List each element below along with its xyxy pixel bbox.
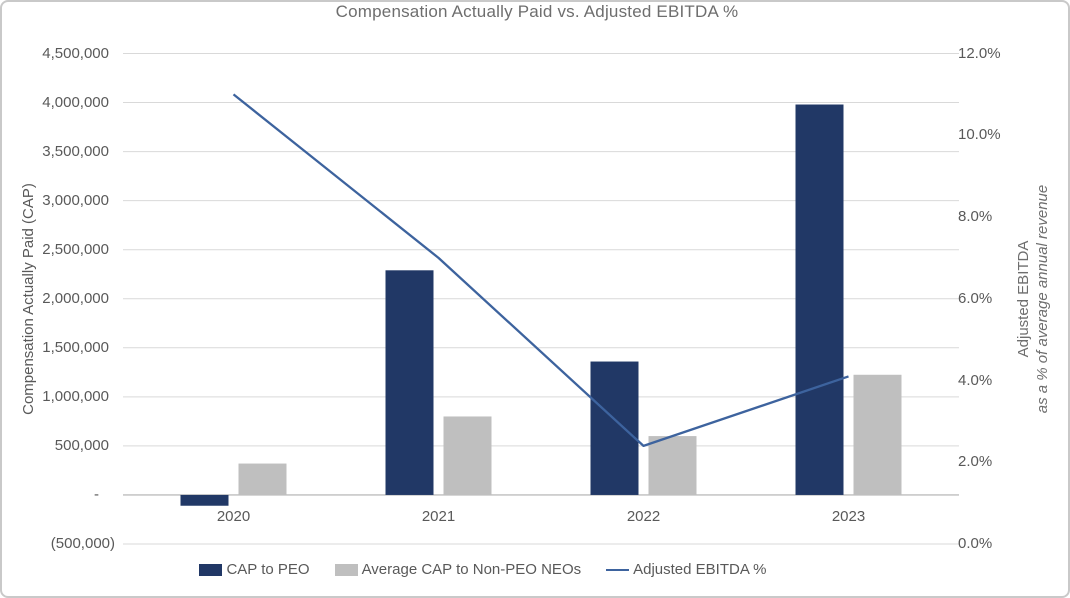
bar-cap-to-peo-2021 bbox=[385, 270, 434, 495]
bar-cap-to-peo-2023 bbox=[795, 104, 844, 495]
x-axis-label-2020: 2020 bbox=[216, 507, 251, 525]
bar-cap-to-peo-2022 bbox=[590, 361, 639, 495]
legend-label-average-cap-to-non-peo-neos: Average CAP to Non-PEO NEOs bbox=[361, 561, 582, 578]
right-axis-title-line1: Adjusted EBITDA bbox=[1015, 240, 1032, 358]
line-adjusted-ebitda- bbox=[232, 93, 849, 448]
right-tick-label: 10.0% bbox=[958, 126, 1001, 144]
legend: CAP to PEO Average CAP to Non-PEO NEOs Adj… bbox=[2, 561, 964, 578]
legend-label-cap-to-peo: CAP to PEO bbox=[226, 561, 310, 578]
chart-title: Compensation Actually Paid vs. Adjusted … bbox=[335, 2, 739, 21]
legend-color-swatch-average-cap-to-non-peo-neos bbox=[334, 563, 358, 576]
right-tick-label: 8.0% bbox=[958, 208, 993, 225]
left-tick-label: 2,500,000 bbox=[42, 240, 109, 258]
legend-item-adjusted-ebitda-: Adjusted EBITDA % bbox=[606, 561, 767, 578]
bar-cap-to-peo-2020 bbox=[180, 494, 229, 506]
left-tick-label: 500,000 bbox=[54, 436, 109, 454]
x-axis-label-2022: 2022 bbox=[626, 507, 661, 525]
bar-average-cap-to-non-peo-neos-2020 bbox=[238, 463, 287, 495]
right-axis-title-line2: as a % of average annual revenue bbox=[1034, 184, 1051, 414]
left-tick-label: 2,000,000 bbox=[42, 289, 109, 307]
bar-average-cap-to-non-peo-neos-2022 bbox=[648, 436, 697, 495]
x-axis-label-2021: 2021 bbox=[421, 507, 456, 525]
legend-color-swatch-cap-to-peo bbox=[199, 563, 223, 576]
right-tick-label: 0.0% bbox=[958, 535, 993, 552]
right-tick-label: 6.0% bbox=[958, 289, 993, 307]
left-tick-label: 1,500,000 bbox=[42, 338, 109, 356]
legend-item-cap-to-peo: CAP to PEO bbox=[199, 561, 310, 578]
legend-item-average-cap-to-non-peo-neos: Average CAP to Non-PEO NEOs bbox=[334, 561, 582, 578]
right-axis-title: Adjusted EBITDA as a % of average annual… bbox=[1014, 54, 1054, 544]
right-tick-label: 4.0% bbox=[958, 371, 993, 389]
legend-label-adjusted-ebitda-: Adjusted EBITDA % bbox=[633, 561, 767, 578]
right-tick-label: 2.0% bbox=[958, 453, 993, 471]
bar-average-cap-to-non-peo-neos-2021 bbox=[443, 416, 492, 495]
left-tick-label: 4,500,000 bbox=[42, 44, 109, 62]
left-tick-label: 4,000,000 bbox=[42, 93, 109, 111]
left-tick-label: (500,000) bbox=[50, 535, 115, 552]
left-tick-label: - bbox=[94, 485, 99, 503]
left-tick-label: 3,500,000 bbox=[42, 142, 109, 160]
left-tick-label: 3,000,000 bbox=[42, 191, 109, 209]
left-tick-label: 1,000,000 bbox=[42, 387, 109, 405]
legend-line-swatch-adjusted-ebitda- bbox=[606, 568, 630, 571]
bar-average-cap-to-non-peo-neos-2023 bbox=[853, 374, 902, 495]
right-tick-label: 12.0% bbox=[958, 44, 1001, 62]
x-axis-label-2023: 2023 bbox=[831, 507, 866, 525]
